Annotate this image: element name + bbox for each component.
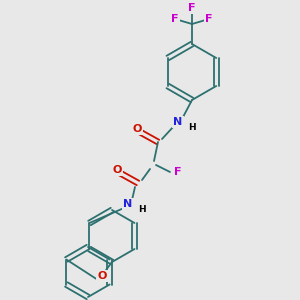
Text: O: O <box>132 124 142 134</box>
Text: F: F <box>171 14 179 24</box>
Text: F: F <box>188 3 196 13</box>
Text: O: O <box>112 165 122 175</box>
Text: O: O <box>97 271 107 281</box>
Text: N: N <box>123 199 133 209</box>
Text: F: F <box>205 14 213 24</box>
Text: F: F <box>174 167 182 177</box>
Text: N: N <box>173 117 183 127</box>
Text: H: H <box>138 206 146 214</box>
Text: H: H <box>188 124 196 133</box>
